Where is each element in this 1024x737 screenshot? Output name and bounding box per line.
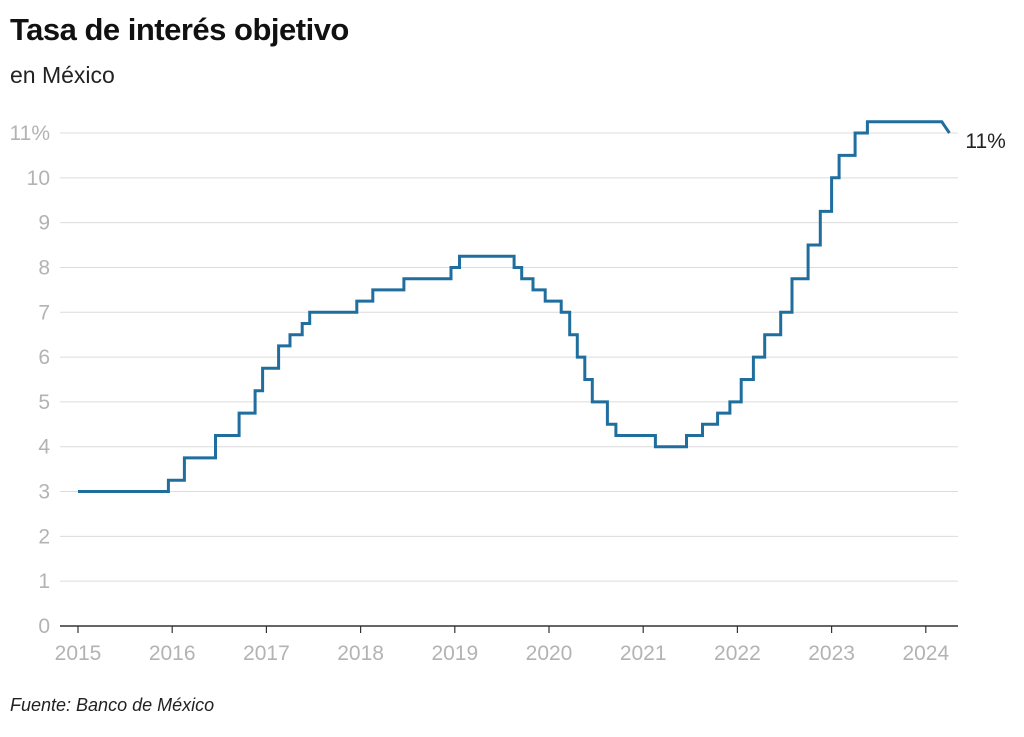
y-tick-label-10: 10	[27, 167, 50, 190]
y-tick-label-1: 1	[38, 570, 50, 593]
x-tick-label-2022: 2022	[714, 642, 761, 665]
grid-lines	[60, 132, 958, 582]
x-tick-label-2021: 2021	[620, 642, 667, 665]
y-tick-label-2: 2	[38, 525, 50, 548]
x-tick-label-2019: 2019	[431, 642, 478, 665]
x-tick-label-2017: 2017	[243, 642, 290, 665]
end-value-label: 11%	[965, 130, 1005, 153]
x-tick-label-2020: 2020	[526, 642, 573, 665]
y-tick-label-8: 8	[38, 256, 50, 279]
series-group	[78, 120, 951, 493]
y-tick-label-7: 7	[38, 301, 50, 324]
x-tick-label-2023: 2023	[808, 642, 855, 665]
y-tick-label-6: 6	[38, 346, 50, 369]
chart-title: Tasa de interés objetivo	[10, 12, 349, 47]
x-tick-label-2018: 2018	[337, 642, 384, 665]
series-line	[78, 120, 951, 493]
line-chart: 0 1 2 3 4 5 6 7 8 9 10 11% 2015 2016 2017 2018 2019 2020…	[10, 120, 1006, 665]
y-tick-label-0: 0	[38, 615, 50, 638]
x-tick-label-2015: 2015	[55, 642, 102, 665]
y-tick-label-4: 4	[38, 436, 50, 459]
x-tick-label-2016: 2016	[149, 642, 196, 665]
y-tick-label-11: 11%	[10, 122, 50, 145]
y-tick-label-5: 5	[38, 391, 50, 414]
end-label-group: 11%	[965, 130, 1005, 153]
y-tick-label-9: 9	[38, 212, 50, 235]
chart-subtitle: en México	[10, 62, 115, 88]
y-axis-ticks: 0 1 2 3 4 5 6 7 8 9 10 11%	[10, 122, 51, 638]
y-tick-label-3: 3	[38, 481, 50, 504]
source-note: Fuente: Banco de México	[10, 695, 215, 715]
x-axis-ticks: 2015 2016 2017 2018 2019 2020 2021 2022 2023 2024	[55, 626, 949, 665]
x-tick-label-2024: 2024	[902, 642, 949, 665]
